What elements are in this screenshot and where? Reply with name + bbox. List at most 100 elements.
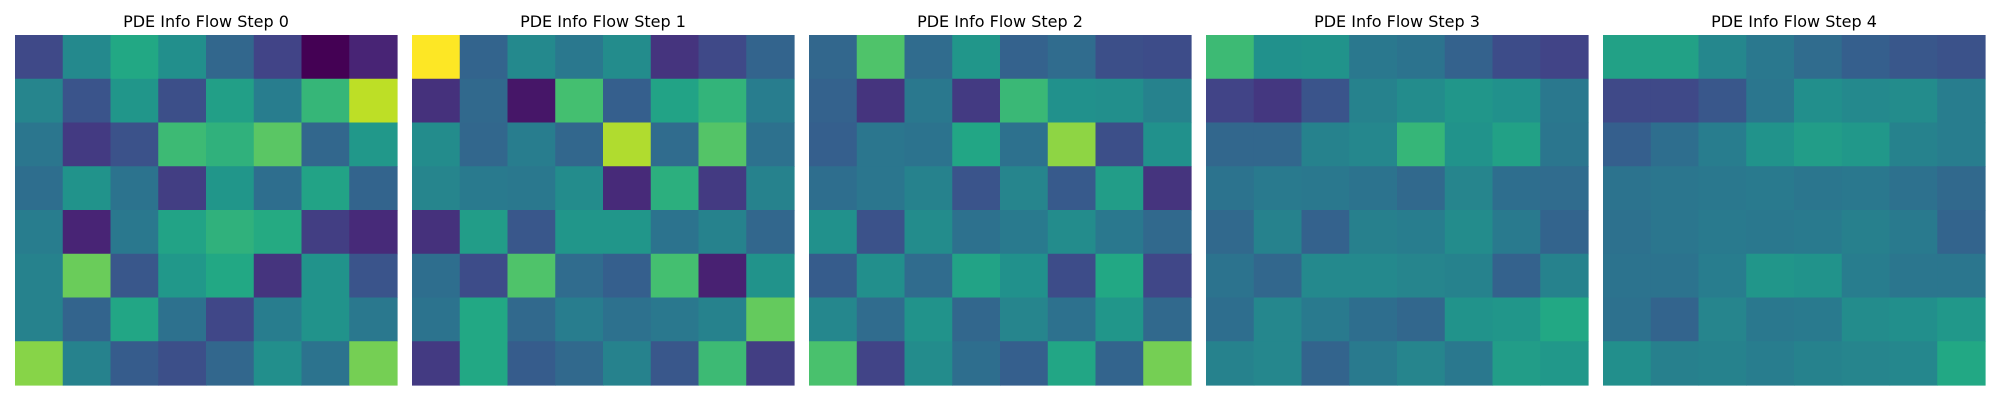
heatmap-cell-2-1-5 (1047, 78, 1097, 124)
heatmap-cell-4-1-4 (1794, 78, 1843, 124)
heatmap-cell-4-1-1 (1650, 78, 1700, 124)
heatmap-cell-1-4-5 (650, 210, 700, 255)
heatmap-cell-2-2-6 (1095, 122, 1144, 167)
heatmap-cell-0-0-4 (206, 35, 255, 80)
heatmap-cell-0-3-3 (158, 166, 207, 211)
heatmap-cell-3-1-5 (1444, 78, 1494, 124)
heatmap-cell-1-2-1 (459, 122, 509, 167)
heatmap-cell-2-4-1 (856, 210, 906, 255)
heatmap-cell-4-4-4 (1794, 210, 1843, 255)
heatmap-cell-1-6-2 (507, 297, 556, 342)
heatmap-cell-1-5-3 (555, 253, 604, 299)
heatmap-cell-0-2-0 (15, 122, 64, 167)
heatmap-cell-3-2-6 (1492, 122, 1541, 167)
heatmap-cell-0-0-0 (15, 35, 64, 80)
heatmap-cell-0-2-1 (62, 122, 112, 167)
heatmap-cell-0-2-2 (110, 122, 159, 167)
heatmap-cell-1-5-5 (650, 253, 700, 299)
heatmap-cell-0-7-2 (110, 341, 159, 386)
heatmap-cell-2-7-7 (1143, 341, 1192, 386)
heatmap-cell-2-2-2 (904, 122, 953, 167)
heatmap-cell-3-4-1 (1253, 210, 1303, 255)
heatmap-cell-0-1-0 (15, 78, 64, 124)
heatmap-cell-4-0-5 (1841, 35, 1891, 80)
heatmap-cell-0-7-0 (15, 341, 64, 386)
heatmap-cell-2-3-3 (952, 166, 1001, 211)
heatmap-cell-3-2-7 (1540, 122, 1589, 167)
heatmap-cell-2-0-2 (904, 35, 953, 80)
heatmap-cell-0-6-1 (62, 297, 112, 342)
heatmap-cell-4-0-6 (1889, 35, 1938, 80)
heatmap-cell-3-3-5 (1444, 166, 1494, 211)
heatmap-cell-3-0-4 (1397, 35, 1446, 80)
heatmap-cell-0-3-0 (15, 166, 64, 211)
heatmap-cell-4-5-5 (1841, 253, 1891, 299)
heatmap-cell-0-2-5 (253, 122, 303, 167)
heatmap-cell-2-3-6 (1095, 166, 1144, 211)
heatmap-cell-2-6-2 (904, 297, 953, 342)
heatmap-cell-4-4-0 (1603, 210, 1652, 255)
heatmap-cell-0-0-1 (62, 35, 112, 80)
heatmap-cell-1-1-5 (650, 78, 700, 124)
heatmap-cell-3-0-7 (1540, 35, 1589, 80)
heatmap-cell-1-0-3 (555, 35, 604, 80)
heatmap-cell-1-6-7 (746, 297, 795, 342)
heatmap-cell-1-2-0 (412, 122, 461, 167)
heatmap-cell-0-1-5 (253, 78, 303, 124)
heatmap-cell-4-7-0 (1603, 341, 1652, 386)
heatmap-cell-4-5-0 (1603, 253, 1652, 299)
heatmap-cell-4-5-1 (1650, 253, 1700, 299)
heatmap-cell-1-6-5 (650, 297, 700, 342)
heatmap-cell-1-1-1 (459, 78, 509, 124)
heatmap-cell-3-2-4 (1397, 122, 1446, 167)
heatmap-cell-4-6-6 (1889, 297, 1938, 342)
heatmap-cell-2-4-3 (952, 210, 1001, 255)
heatmap-cell-0-5-2 (110, 253, 159, 299)
heatmap-cell-2-5-3 (952, 253, 1001, 299)
heatmap-cell-1-1-0 (412, 78, 461, 124)
heatmap-cell-1-6-1 (459, 297, 509, 342)
heatmap-cell-0-6-5 (253, 297, 303, 342)
heatmap-cell-1-5-1 (459, 253, 509, 299)
heatmap-cell-0-2-7 (349, 122, 398, 167)
heatmap-cell-3-6-2 (1301, 297, 1350, 342)
heatmap-cell-4-1-0 (1603, 78, 1652, 124)
heatmap-cell-1-7-2 (507, 341, 556, 386)
heatmap-cell-1-4-2 (507, 210, 556, 255)
heatmap-cell-1-7-1 (459, 341, 509, 386)
heatmap-cell-0-0-6 (301, 35, 350, 80)
heatmap-cell-1-4-3 (555, 210, 604, 255)
heatmap-cell-4-0-2 (1698, 35, 1747, 80)
heatmap-cell-0-7-7 (349, 341, 398, 386)
heatmap-cell-0-1-1 (62, 78, 112, 124)
heatmap-cell-4-7-7 (1937, 341, 1986, 386)
heatmap-cell-3-5-7 (1540, 253, 1589, 299)
heatmap-cell-0-6-6 (301, 297, 350, 342)
heatmap-cell-1-6-6 (698, 297, 747, 342)
heatmap-cell-1-2-5 (650, 122, 700, 167)
heatmap-cell-4-4-5 (1841, 210, 1891, 255)
heatmap-cell-3-7-4 (1397, 341, 1446, 386)
heatmap-cell-2-1-0 (809, 78, 858, 124)
heatmap-panel-4: PDE Info Flow Step 4 (1603, 12, 1986, 386)
heatmap-cell-1-1-6 (698, 78, 747, 124)
heatmap-cell-2-4-5 (1047, 210, 1097, 255)
heatmap-cell-4-7-3 (1746, 341, 1795, 386)
heatmap-cell-0-6-4 (206, 297, 255, 342)
heatmap-cell-3-5-4 (1397, 253, 1446, 299)
heatmap-cell-2-6-1 (856, 297, 906, 342)
heatmap-cell-0-4-5 (253, 210, 303, 255)
heatmap-cell-0-4-2 (110, 210, 159, 255)
heatmap-cell-3-1-0 (1206, 78, 1255, 124)
heatmap-cell-3-6-1 (1253, 297, 1303, 342)
heatmap-cell-0-4-0 (15, 210, 64, 255)
heatmap-cell-1-7-4 (603, 341, 652, 386)
heatmap-cell-3-1-6 (1492, 78, 1541, 124)
heatmap-cell-3-4-4 (1397, 210, 1446, 255)
heatmap-cell-3-4-0 (1206, 210, 1255, 255)
heatmap-cell-4-2-3 (1746, 122, 1795, 167)
heatmap-cell-3-0-1 (1253, 35, 1303, 80)
heatmap-cell-1-3-3 (555, 166, 604, 211)
heatmap-cell-2-6-5 (1047, 297, 1097, 342)
heatmap-cell-2-6-4 (1000, 297, 1049, 342)
